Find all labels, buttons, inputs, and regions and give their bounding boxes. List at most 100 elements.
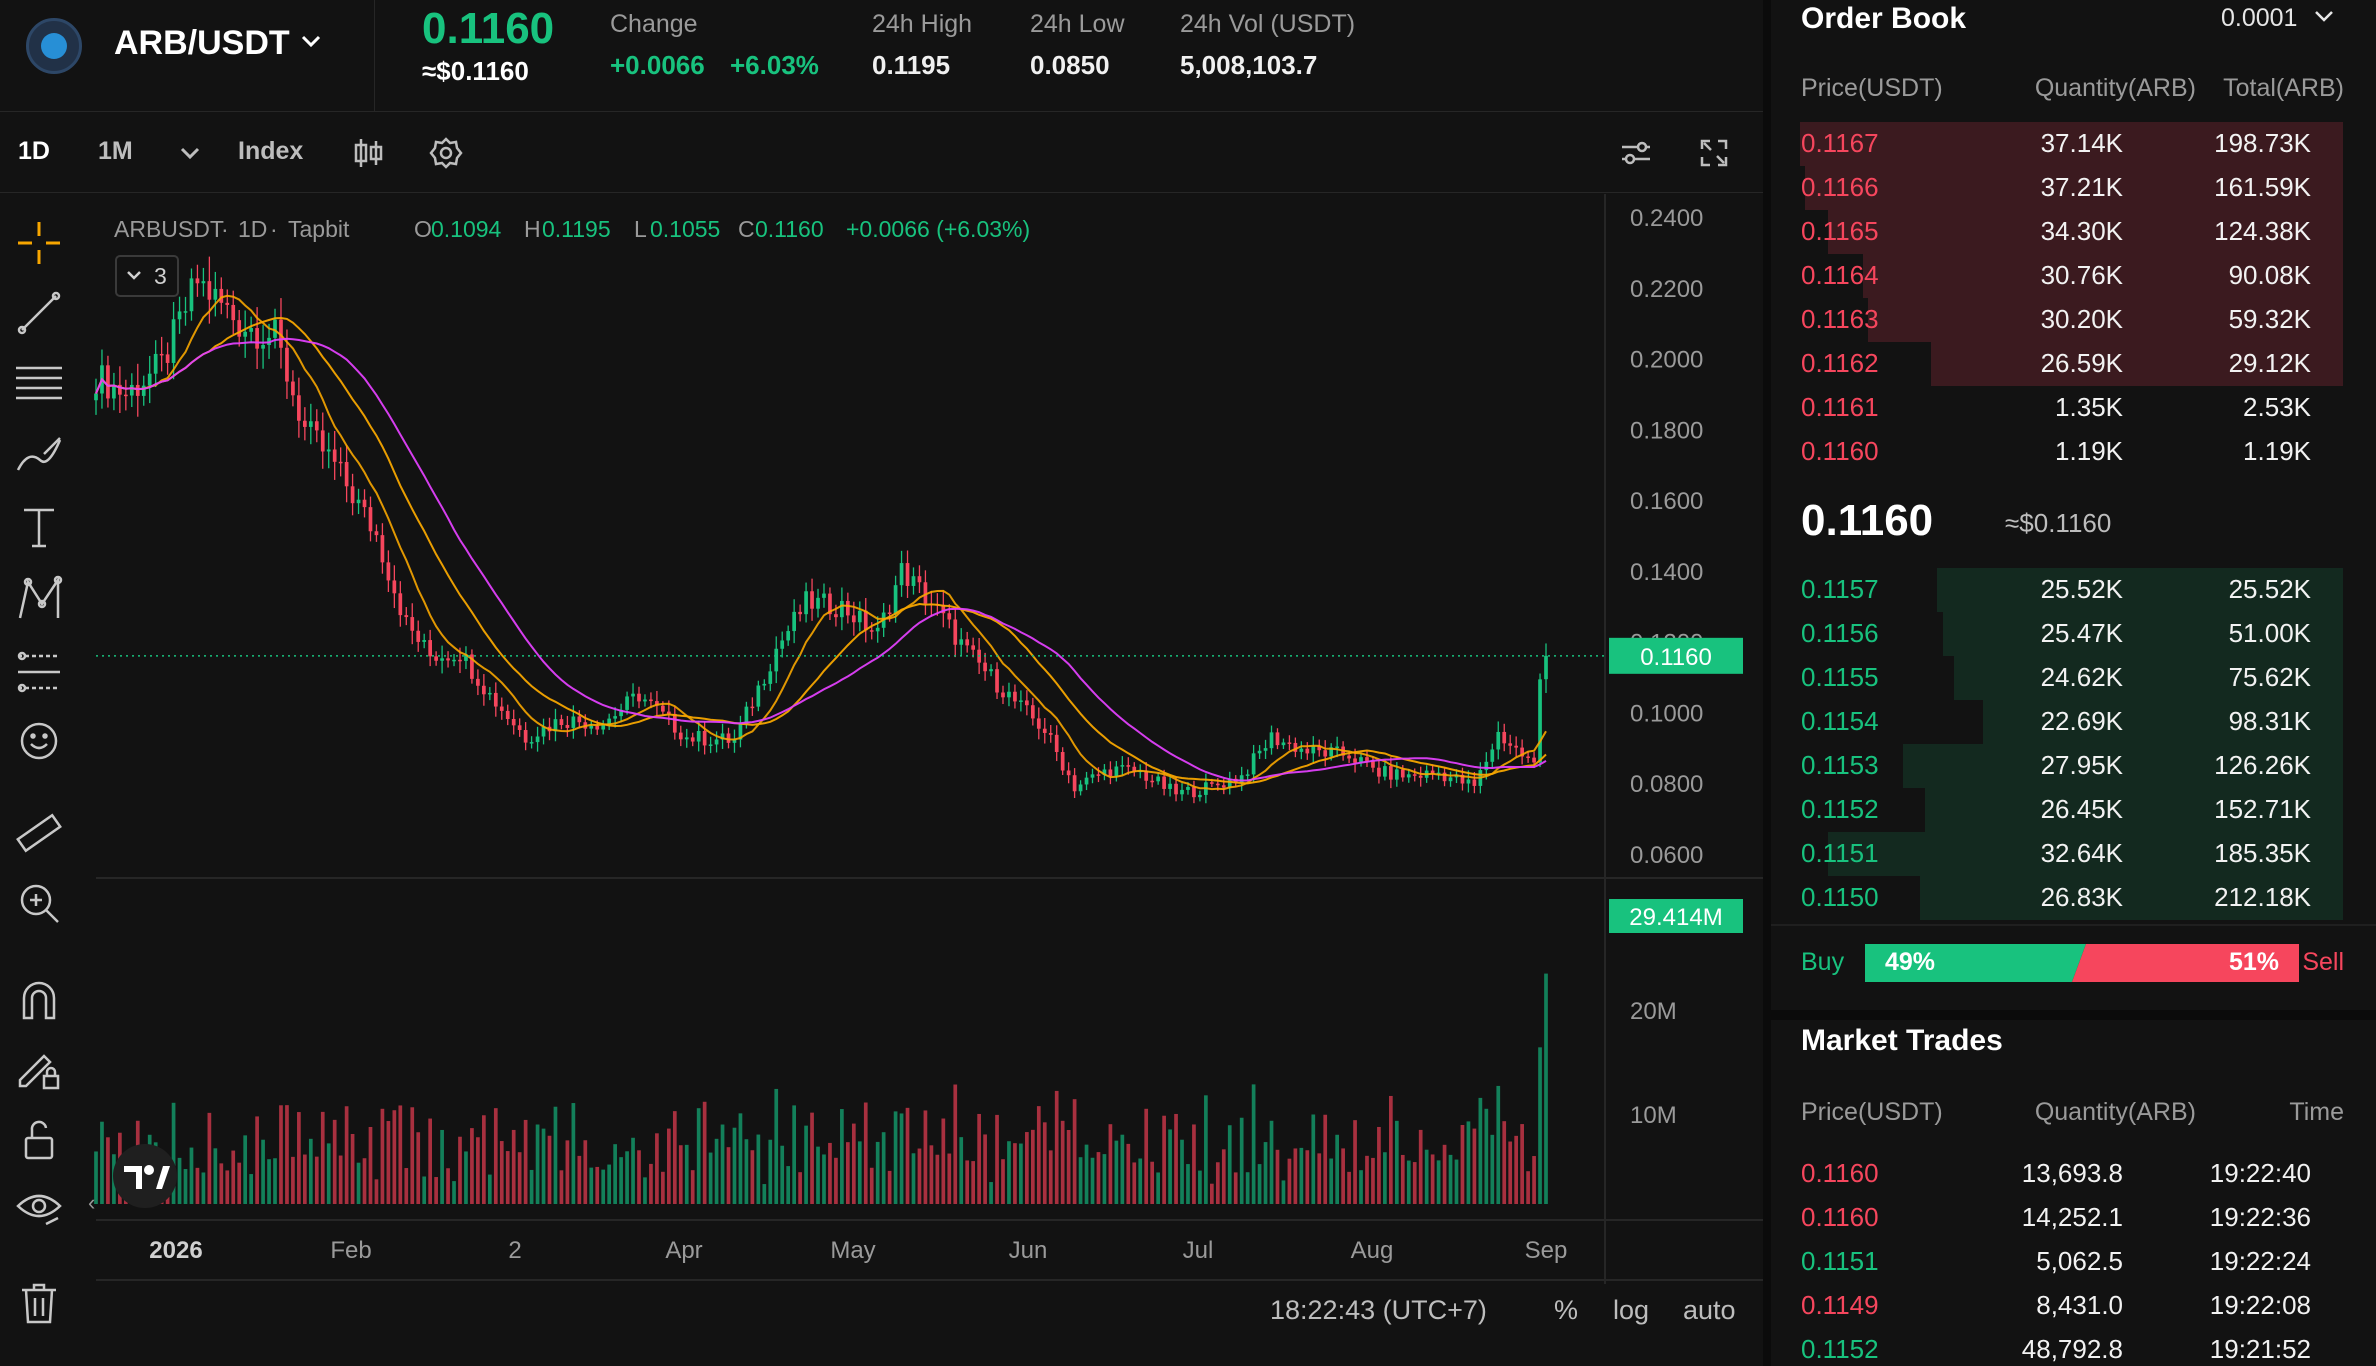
ask-row[interactable]: 0.1162 26.59K 29.12K <box>1771 342 2343 386</box>
candle-body <box>1305 748 1310 754</box>
trash-icon[interactable] <box>14 1278 64 1328</box>
visibility-eye-icon[interactable] <box>14 1184 64 1234</box>
prediction-tool-icon[interactable] <box>14 646 64 696</box>
bid-row[interactable]: 0.1156 25.47K 51.00K <box>1771 612 2343 656</box>
candle-body <box>374 531 379 536</box>
volume-bar <box>225 1170 230 1204</box>
ask-qty: 30.20K <box>2040 304 2123 334</box>
fullscreen-icon[interactable] <box>1694 133 1734 173</box>
settings-gear-icon[interactable] <box>426 133 466 173</box>
bid-depth-bar <box>1919 876 2343 920</box>
emoji-icon[interactable] <box>14 716 64 766</box>
candle-body <box>118 384 122 395</box>
volume-bar <box>786 1166 791 1204</box>
volume-bar <box>1036 1106 1041 1204</box>
zoom-in-icon[interactable] <box>14 878 64 928</box>
candlestick-type-icon[interactable] <box>348 133 388 173</box>
volume-bar <box>905 1107 910 1204</box>
candle-body <box>1323 750 1328 757</box>
log-scale-toggle[interactable]: log <box>1613 1295 1649 1325</box>
candle-body <box>482 685 486 695</box>
ask-price: 0.1167 <box>1801 128 1879 158</box>
candle-body <box>810 591 814 609</box>
ask-row[interactable]: 0.1161 1.35K 2.53K <box>1771 386 2343 430</box>
candle-body <box>1472 779 1477 786</box>
bid-qty: 25.47K <box>2040 618 2123 648</box>
ma-long-line <box>95 337 1547 782</box>
ask-row[interactable]: 0.1167 37.14K 198.73K <box>1771 122 2343 166</box>
bid-qty: 26.45K <box>2040 794 2123 824</box>
bid-row[interactable]: 0.1151 32.64K 185.35K <box>1771 832 2343 876</box>
ask-row[interactable]: 0.1160 1.19K 1.19K <box>1771 430 2343 474</box>
volume-bar <box>1293 1148 1298 1204</box>
candle-body <box>356 499 361 504</box>
ask-qty: 30.76K <box>2040 260 2123 290</box>
bid-row[interactable]: 0.1150 26.83K 212.18K <box>1771 876 2343 920</box>
volume-label: 24h Vol (USDT) <box>1180 10 1356 38</box>
candle-body <box>470 654 474 679</box>
candle-body <box>1526 756 1530 758</box>
change-label: Change <box>610 10 698 38</box>
trade-time: 19:22:40 <box>2209 1158 2311 1188</box>
lock-drawing-icon[interactable] <box>14 1044 64 1094</box>
ruler-icon[interactable] <box>14 808 64 858</box>
interval-1m-button[interactable]: 1M <box>98 137 133 165</box>
text-tool-icon[interactable] <box>14 502 64 552</box>
fib-lines-icon[interactable] <box>14 358 64 408</box>
percent-scale-toggle[interactable]: % <box>1554 1295 1578 1325</box>
candle-body <box>846 600 850 616</box>
volume-bar <box>726 1147 731 1204</box>
chart-settings-sliders-icon[interactable] <box>1616 133 1656 173</box>
ask-row[interactable]: 0.1166 37.21K 161.59K <box>1771 166 2343 210</box>
bid-row[interactable]: 0.1154 22.69K 98.31K <box>1771 700 2343 744</box>
auto-scale-toggle[interactable]: auto <box>1683 1295 1736 1325</box>
ask-row[interactable]: 0.1165 34.30K 124.38K <box>1771 210 2343 254</box>
magnet-icon[interactable] <box>14 974 64 1024</box>
interval-1d-button[interactable]: 1D <box>18 137 50 165</box>
moving-averages <box>95 294 1547 791</box>
sell-ratio-bar: 51% <box>2072 944 2299 982</box>
pair-name[interactable]: ARB/USDT <box>114 24 290 62</box>
brush-icon[interactable] <box>14 430 64 480</box>
trades-header-price: Price(USDT) <box>1801 1098 1943 1126</box>
tradingview-logo-icon[interactable] <box>113 1144 177 1208</box>
bid-price: 0.1155 <box>1801 662 1879 692</box>
chart-canvas[interactable]: 0.24000.22000.20000.18000.16000.14000.12… <box>0 194 1763 1366</box>
low-label: 24h Low <box>1030 10 1125 38</box>
volume-bar <box>476 1137 480 1204</box>
candle-body <box>553 719 558 732</box>
candle-body <box>410 617 415 631</box>
indicator-toggle[interactable]: 3 <box>115 255 179 297</box>
price-chart[interactable]: 0.24000.22000.20000.18000.16000.14000.12… <box>0 194 1763 1366</box>
volume-bar <box>404 1168 409 1204</box>
ask-row[interactable]: 0.1164 30.76K 90.08K <box>1771 254 2343 298</box>
volume-bar <box>619 1157 623 1204</box>
volume-bar <box>1174 1113 1178 1204</box>
volume-bar <box>595 1166 600 1204</box>
candle-body <box>1120 765 1125 767</box>
bid-row[interactable]: 0.1155 24.62K 75.62K <box>1771 656 2343 700</box>
volume-bar <box>1287 1158 1292 1204</box>
candle-body <box>1162 776 1166 789</box>
trend-line-icon[interactable] <box>14 288 64 338</box>
pattern-tool-icon[interactable] <box>14 574 64 624</box>
candle-body <box>995 669 999 693</box>
candle-body <box>738 723 743 740</box>
volume-bar <box>1317 1153 1322 1204</box>
trade-qty: 13,693.8 <box>2021 1158 2123 1188</box>
bid-row[interactable]: 0.1157 25.52K 25.52K <box>1771 568 2343 612</box>
index-button[interactable]: Index <box>238 137 304 165</box>
bid-total: 185.35K <box>2214 838 2311 868</box>
bid-row[interactable]: 0.1152 26.45K 152.71K <box>1771 788 2343 832</box>
ask-row[interactable]: 0.1163 30.20K 59.32K <box>1771 298 2343 342</box>
interval-dropdown-icon[interactable] <box>170 133 210 173</box>
unlock-icon[interactable] <box>14 1114 64 1164</box>
precision-select[interactable]: 0.0001 <box>2221 4 2336 33</box>
crosshair-icon[interactable] <box>14 218 64 268</box>
chart-clock: 18:22:43 (UTC+7) <box>1270 1295 1487 1325</box>
collapse-toolbar-icon[interactable]: ‹ <box>88 1190 95 1215</box>
bid-row[interactable]: 0.1153 27.95K 126.26K <box>1771 744 2343 788</box>
volume-bar <box>1478 1097 1483 1204</box>
chevron-down-icon[interactable] <box>298 28 324 61</box>
ask-depth-bar <box>1868 298 2343 342</box>
